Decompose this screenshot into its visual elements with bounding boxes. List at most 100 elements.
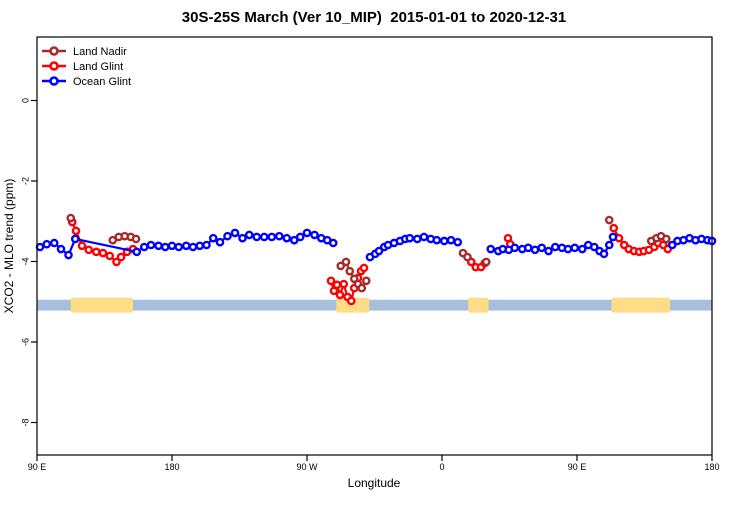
data-point-marker — [544, 246, 553, 256]
data-point-marker — [295, 232, 305, 242]
data-point-marker — [563, 244, 573, 254]
data-point-marker — [341, 257, 351, 267]
data-point-marker — [357, 283, 367, 293]
data-point-marker — [181, 241, 191, 251]
data-point-marker — [336, 261, 346, 271]
data-point-marker — [238, 233, 247, 243]
data-point-marker — [188, 242, 198, 252]
legend: Land Nadir Land Glint Ocean Glint — [42, 46, 131, 88]
y-tick-label: 0 — [20, 98, 30, 103]
data-point-marker — [608, 232, 618, 242]
data-point-marker — [154, 241, 163, 251]
x-tick-label: 0 — [439, 462, 444, 472]
data-point-marker — [405, 233, 415, 243]
data-point-marker — [64, 250, 73, 260]
x-tick-label: 180 — [164, 462, 179, 472]
data-point-marker — [223, 231, 232, 241]
x-tick-label: 90 W — [296, 462, 318, 472]
data-point-marker — [195, 241, 205, 251]
data-point-marker — [523, 243, 533, 253]
land-band-segment — [468, 297, 489, 313]
data-point-marker — [359, 263, 369, 273]
data-point-marker — [332, 280, 342, 290]
data-point-marker — [91, 247, 101, 257]
data-point-marker — [84, 245, 94, 255]
data-point-marker — [282, 233, 292, 243]
data-point-marker — [589, 242, 599, 252]
data-point-marker — [252, 232, 262, 242]
y-axis-title: XCO2 - MLO trend (ppm) — [2, 179, 16, 314]
data-point-marker — [108, 235, 118, 245]
data-point-marker — [215, 237, 225, 247]
legend-label: Land Nadir — [73, 46, 127, 58]
x-axis-title: Longitude — [348, 476, 401, 490]
data-point-marker — [481, 257, 491, 267]
data-point-marker — [577, 244, 587, 254]
y-tick-label: -6 — [20, 338, 30, 346]
land-band-segment — [336, 297, 370, 313]
data-point-marker — [77, 241, 87, 251]
data-point-marker — [49, 238, 59, 248]
data-point-marker — [208, 233, 218, 243]
ocean-band — [37, 299, 712, 311]
data-point-marker — [537, 243, 547, 253]
legend-label: Land Glint — [73, 61, 123, 73]
data-point-marker — [439, 236, 449, 246]
x-tick-label: 180 — [704, 462, 719, 472]
data-point-marker — [71, 226, 81, 236]
legend-marker-icon — [49, 76, 59, 86]
data-point-marker — [604, 215, 614, 225]
data-point-marker — [244, 230, 254, 240]
data-point-marker — [112, 257, 121, 267]
data-point-marker — [202, 240, 211, 250]
data-point-marker — [412, 234, 422, 244]
data-point-marker — [267, 232, 277, 242]
data-point-marker — [661, 234, 671, 244]
data-point-marker — [70, 234, 80, 244]
data-point-marker — [289, 235, 299, 245]
data-point-marker — [419, 232, 429, 242]
x-tick-label: 90 E — [568, 462, 587, 472]
data-point-marker — [35, 242, 45, 252]
data-point-marker — [174, 242, 184, 252]
plot-box — [36, 36, 713, 456]
data-point-marker — [550, 242, 560, 252]
data-point-marker — [432, 235, 442, 245]
data-point-marker — [339, 279, 349, 289]
data-point-marker — [609, 223, 619, 233]
data-point-marker — [230, 228, 240, 238]
data-point-marker — [160, 242, 170, 252]
series-land-nadir — [66, 213, 671, 293]
chart-title: 30S-25S March (Ver 10_MIP) 2015-01-01 to… — [182, 9, 566, 26]
data-point-marker — [274, 231, 284, 241]
land-band-segment — [611, 297, 670, 313]
data-point-marker — [374, 246, 384, 256]
data-point-marker — [131, 234, 141, 244]
data-point-marker — [530, 245, 540, 255]
data-point-marker — [486, 244, 496, 254]
data-point-marker — [56, 244, 66, 254]
data-point-marker — [570, 243, 580, 253]
data-point-marker — [146, 240, 156, 250]
data-point-marker — [453, 237, 463, 247]
land-band-segment — [70, 297, 133, 313]
data-series-layer — [35, 213, 717, 306]
data-point-marker — [335, 290, 345, 300]
y-tick-label: -8 — [20, 418, 30, 426]
legend-label: Ocean Glint — [73, 76, 131, 88]
data-point-marker — [361, 276, 371, 286]
land-ocean-band — [37, 297, 712, 313]
legend-marker-icon — [49, 61, 59, 71]
data-point-marker — [302, 228, 312, 238]
data-point-marker — [446, 235, 456, 245]
data-point-marker — [42, 239, 52, 249]
data-point-marker — [346, 296, 356, 306]
data-point-marker — [139, 242, 149, 252]
data-point-marker — [310, 230, 319, 240]
legend-marker-icon — [49, 46, 59, 56]
data-point-marker — [105, 251, 115, 261]
data-point-marker — [599, 249, 609, 259]
series-ocean-glint — [35, 228, 717, 262]
